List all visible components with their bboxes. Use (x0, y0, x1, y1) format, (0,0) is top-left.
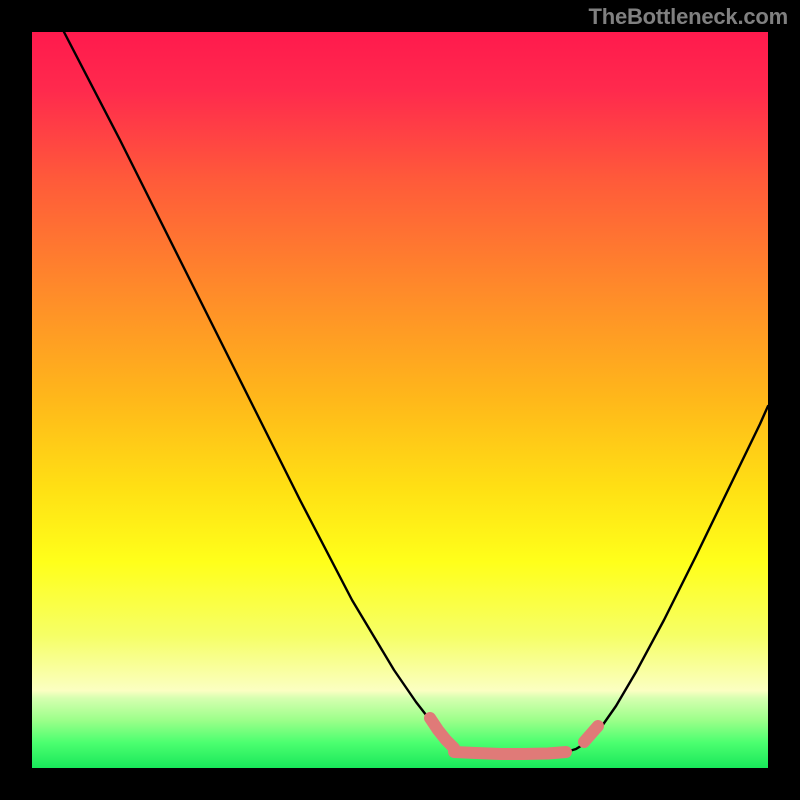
watermark-label: TheBottleneck.com (588, 4, 788, 30)
marker-segment-1 (454, 752, 566, 754)
gradient-plot-area (32, 32, 768, 768)
bottleneck-chart-svg (0, 0, 800, 800)
chart-stage: TheBottleneck.com (0, 0, 800, 800)
